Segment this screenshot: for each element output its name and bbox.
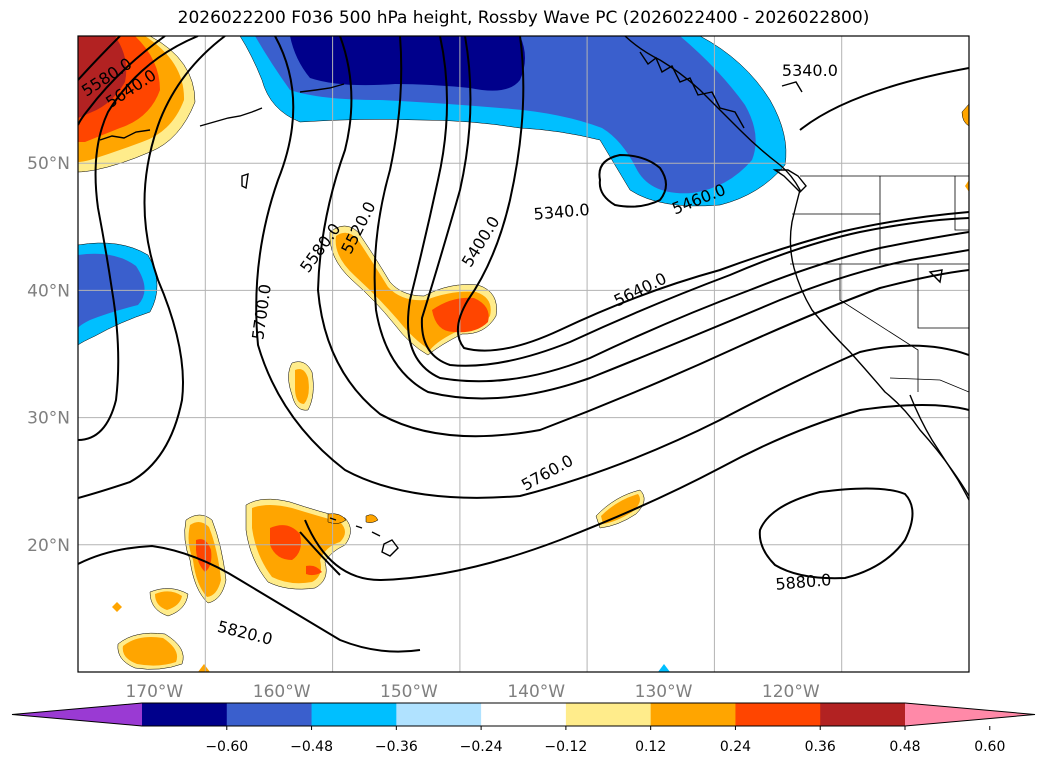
colorbar-segment [735,703,821,726]
contour-5340-north [799,67,969,131]
positive-anomaly-east-2 [965,180,969,192]
anomaly-shading [78,36,969,672]
colorbar-tick-label: 0.36 [805,739,836,755]
contour-5760 [78,36,969,582]
map-frame [77,35,970,673]
positive-anomaly-sw-1-orange [155,591,182,610]
colorbar-outline [11,702,1036,727]
colorbar-segment [142,703,228,726]
colorbar-tick-label: −0.24 [460,739,503,755]
contour-5460 [420,36,969,367]
lon-tick-label: 150°W [380,682,438,702]
contour-5400 [457,36,969,352]
lon-tick-label: 130°W [635,682,693,702]
small-island-1 [241,172,249,190]
alaska-panhandle [639,51,745,129]
lon-tick-label: 160°W [253,682,311,702]
map-background [78,36,969,672]
colorbar-segment [820,703,906,726]
small-island-2 [781,81,803,93]
longitude-tick-labels: 170°W 160°W 150°W 140°W 130°W 120°W [125,682,819,702]
lon-tick-label: 140°W [507,682,565,702]
positive-anomaly-speck-4 [198,664,210,672]
positive-anomaly-speck-2 [365,514,379,523]
negative-anomaly-speck [658,664,670,672]
height-contours [78,36,969,653]
colorbar-tick-label: −0.12 [544,739,587,755]
graticule [78,36,969,672]
colorbar-segment [226,703,313,726]
gulf-of-california-coast [909,394,969,501]
colorbar-tick-label: −0.36 [375,739,418,755]
lat-tick-label: 20°N [27,536,70,556]
contour-5340-closed [598,153,667,208]
vancouver-island [772,169,807,193]
small-island-3 [928,269,943,284]
contour-label: 5880.0 [775,570,832,594]
lon-tick-label: 170°W [125,682,183,702]
contour-5700-west [78,36,199,441]
contour-5580 [373,36,969,400]
contour-5640-west [78,36,166,126]
positive-anomaly-170w-red [196,539,212,572]
colorbar-tick-label: 0.24 [720,739,751,755]
colorbar-tick-label: 0.48 [889,739,920,755]
lat-tick-label: 30°N [27,409,70,429]
state-border-east [954,176,969,231]
contour-5520 [407,36,969,383]
contour-label: 5340.0 [782,61,838,80]
colorbar-tick-label: 0.60 [974,739,1005,755]
state-border-id [879,176,969,329]
contour-5700 [255,36,969,499]
colorbar-segment [481,703,567,726]
positive-anomaly-136w-orange [601,494,640,524]
mexico-border [889,377,969,393]
contour-5580-west [78,36,121,81]
contour-5640 [316,36,969,438]
lon-tick-label: 120°W [762,682,820,702]
lat-tick-label: 40°N [27,281,70,301]
contour-5880 [758,487,914,580]
positive-anomaly-sw-2-orange [122,637,178,666]
positive-anomaly-speck-3 [112,602,122,612]
colorbar-segment [311,703,397,726]
political-borders [790,175,969,393]
colorbar-extend-high [905,703,1035,726]
aleutian-chain [99,83,345,141]
contour-label: 5340.0 [533,200,590,224]
colorbar-tick-label: −0.60 [205,739,248,755]
colorbar-extend-low [12,703,142,726]
positive-anomaly-blob-31n-orange [295,369,309,404]
lat-tick-label: 50°N [27,154,70,174]
colorbar: −0.60 −0.48 −0.36 −0.24 −0.12 0.12 0.24 0.36 0.4… [11,702,1036,755]
positive-anomaly-east-1 [961,103,969,127]
state-border-wa-or [792,213,969,265]
contour-5820 [78,531,421,653]
coastlines [99,36,969,557]
positive-anomaly-nw-darkred [78,36,127,118]
positive-anomaly-south-red-2 [306,565,322,576]
positive-anomaly-south-red [270,525,301,560]
colorbar-tick-label: −0.48 [290,739,333,755]
colorbar-segment [650,703,736,726]
figure-title: 2026022200 F036 500 hPa height, Rossby W… [177,8,870,28]
colorbar-tick-label: 0.12 [635,739,666,755]
colorbar-segment [565,703,652,726]
colorbar-segment [396,703,482,726]
latitude-tick-labels: 20°N 30°N 40°N 50°N [27,154,70,556]
hawaiian-islands [329,517,399,557]
state-border-ca-nv [839,264,919,392]
